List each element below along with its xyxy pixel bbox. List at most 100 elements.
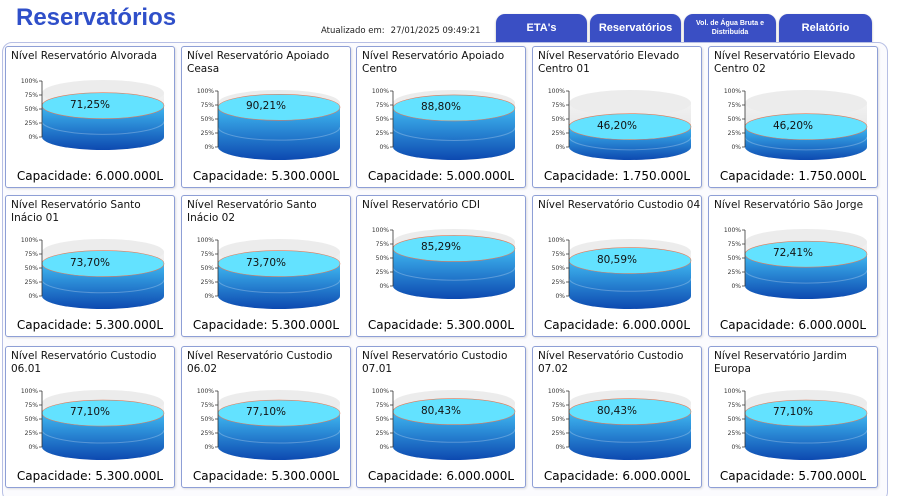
reservoir-capacity: Capacidade: 5.300.000L [192,469,340,483]
reservoir-title: Nível Reservatório Alvorada [11,50,158,62]
reservoir-card: Nível Reservatório Apoiado Ceasa 100% 75% 5… [181,46,351,188]
reservoir-capacity: Capacidade: 6.000.000L [719,318,867,332]
reservoir-capacity: Capacidade: 5.300.000L [16,318,164,332]
updated-value: 27/01/2025 09:49:21 [390,26,481,36]
reservoir-percent: 77,10% [772,406,814,419]
gauge-tick-label: 0% [379,283,389,290]
gauge-tick-label: 25% [552,279,566,286]
water-body [569,260,691,309]
tab-vol-agua[interactable]: Vol. de Água Bruta e Distribuída [684,14,776,42]
gauge-tick-label: 25% [201,130,215,137]
gauge-tick-label: 75% [552,402,566,409]
tank-gauge: 100% 75% 50% 25% 0% [724,227,868,299]
gauge-tick-label: 50% [552,416,566,423]
gauge-tick-label: 25% [201,430,215,437]
gauge-tick-label: 100% [724,388,741,395]
reservoir-title: Nível Reservatório Custodio 07.02 [538,350,684,375]
reservoir-card: Nível Reservatório Custodio 07.01 100% 75%… [356,346,526,488]
gauge-tick-label: 50% [376,416,390,423]
tank-gauge: 100% 75% 50% 25% 0% [372,388,516,460]
reservoir-capacity: Capacidade: 1.750.000L [719,169,867,183]
gauge-tick-label: 0% [731,283,741,290]
reservoir-capacity: Capacidade: 5.300.000L [192,318,340,332]
reservoir-title: Nível Reservatório Custodio 07.01 [362,350,508,375]
gauge-tick-label: 75% [25,402,39,409]
water-body [569,411,691,460]
gauge-tick-label: 100% [724,227,741,234]
reservoir-card: Nível Reservatório Custodio 07.02 100% 75%… [532,346,702,488]
tank-gauge: 100% 75% 50% 25% 0% [372,88,516,160]
reservoir-capacity: Capacidade: 5.700.000L [719,469,867,483]
tank-gauge: 100% 75% 50% 25% 0% [724,88,868,160]
gauge-tick-label: 50% [376,116,390,123]
gauge-tick-label: 100% [372,88,389,95]
gauge-tick-label: 50% [25,265,39,272]
gauge-tick-label: 50% [552,265,566,272]
gauge-tick-label: 0% [555,144,565,151]
tab-etas[interactable]: ETA's [496,14,587,42]
gauge-tick-label: 0% [28,134,38,141]
reservoir-title: Nível Reservatório Custodio 06.02 [187,350,333,375]
tank-gauge: 100% 75% 50% 25% 0% [197,88,341,160]
tank-gauge: 100% 75% 50% 25% 0% [548,88,692,160]
gauge-tick-label: 75% [728,102,742,109]
reservoir-title: Nível Reservatório Apoiado Ceasa [187,50,330,75]
tank-top [569,90,691,116]
gauge-tick-label: 100% [21,388,38,395]
gauge-tick-label: 100% [21,78,38,85]
gauge-tick-label: 100% [197,388,214,395]
gauge-tick-label: 50% [25,416,39,423]
reservoir-card: Nível Reservatório Apoiado Centro 100% 75%… [356,46,526,188]
nav-tabs: ETA's Reservatórios Vol. de Água Bruta e… [496,14,872,42]
reservoir-percent: 73,70% [245,256,287,269]
reservoir-title: Nível Reservatório Santo Inácio 01 [11,199,141,224]
reservoir-percent: 80,43% [596,404,638,417]
gauge-tick-label: 0% [379,144,389,151]
tank-gauge: 100% 75% 50% 25% 0% [21,388,165,460]
gauge-tick-label: 0% [379,444,389,451]
gauge-tick-label: 75% [201,251,215,258]
tab-reservatorios[interactable]: Reservatórios [590,14,681,42]
gauge-tick-label: 75% [201,102,215,109]
reservoir-title: Nível Reservatório CDI [362,199,480,211]
water-body [218,413,340,460]
page-title: Reservatórios [16,4,177,31]
gauge-tick-label: 100% [21,237,38,244]
tab-relatorio[interactable]: Relatório [779,14,872,42]
tank-gauge: 100% 75% 50% 25% 0% [548,237,692,309]
reservoir-card: Nível Reservatório CDI 100% 75% 50% 25% 0% 85,… [356,195,526,337]
gauge-tick-label: 75% [728,241,742,248]
gauge-tick-label: 0% [731,444,741,451]
gauge-tick-label: 75% [25,251,39,258]
gauge-tick-label: 100% [548,388,565,395]
reservoir-card: Nível Reservatório Custodio 06.01 100% 75%… [5,346,175,488]
water-body [745,413,867,460]
gauge-tick-label: 50% [201,116,215,123]
reservoir-percent: 77,10% [69,406,111,419]
water-body [218,107,340,160]
reservoir-percent: 46,20% [772,119,814,132]
reservoir-capacity: Capacidade: 5.300.000L [192,169,340,183]
tank-gauge: 100% 75% 50% 25% 0% [372,227,516,299]
reservoir-title: Nível Reservatório Elevado Centro 01 [538,50,680,75]
gauge-tick-label: 100% [548,88,565,95]
reservoir-card: Nível Reservatório Custodio 04 100% 75% 50%… [532,195,702,337]
reservoir-card: Nível Reservatório Elevado Centro 01 100%… [532,46,702,188]
reservoir-title: Nível Reservatório Custodio 04 [538,199,701,211]
reservoir-title: Nível Reservatório Santo Inácio 02 [187,199,317,224]
gauge-tick-label: 25% [25,430,39,437]
gauge-tick-label: 25% [728,130,742,137]
reservoir-card: Nível Reservatório Elevado Centro 02 100%… [708,46,878,188]
reservoir-title: Nível Reservatório Jardim Europa [714,350,847,375]
gauge-tick-label: 25% [552,130,566,137]
tank-gauge: 100% 75% 50% 25% 0% [197,388,341,460]
updated-label: Atualizado em: [321,26,385,36]
gauge-tick-label: 50% [25,106,39,113]
gauge-tick-label: 75% [728,402,742,409]
tank-top [745,90,867,116]
tank-gauge: 100% 75% 50% 25% 0% [21,237,165,309]
tank-gauge: 100% 75% 50% 25% 0% [724,388,868,460]
reservoir-capacity: Capacidade: 5.300.000L [367,318,515,332]
reservoir-card: Nível Reservatório Jardim Europa 100% 75% 5… [708,346,878,488]
gauge-tick-label: 0% [204,444,214,451]
